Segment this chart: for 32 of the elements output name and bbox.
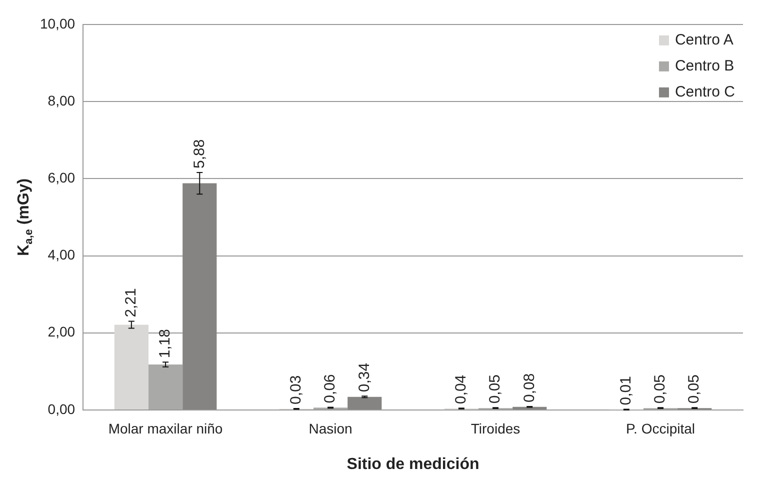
x-tick-label: Tiroides <box>470 420 520 436</box>
y-tick-label: 8,00 <box>48 92 76 108</box>
bar <box>114 324 148 410</box>
data-label: 0,08 <box>520 373 538 403</box>
data-label: 0,05 <box>486 374 504 404</box>
x-axis-title: Sitio de medición <box>346 456 480 473</box>
data-label: 0,34 <box>356 362 373 392</box>
legend-label: Centro B <box>674 58 734 75</box>
data-label: 0,03 <box>288 375 305 404</box>
x-tick-label: P. Occipital <box>626 420 696 436</box>
y-tick-label: 4,00 <box>48 246 76 263</box>
y-axis-title: Ka,e (mGy) <box>15 178 36 256</box>
bar <box>348 396 382 410</box>
data-label: 2,21 <box>122 288 140 318</box>
data-label: 0,05 <box>652 374 669 404</box>
data-label: 5,88 <box>190 139 208 168</box>
data-label: 1,18 <box>156 328 174 358</box>
bar <box>512 406 547 410</box>
y-tick-label: 10,00 <box>40 15 76 32</box>
data-label: 0,05 <box>686 374 703 404</box>
data-label: 0,06 <box>322 374 339 404</box>
x-tick-label: Nasion <box>308 420 352 436</box>
bar <box>182 183 217 410</box>
data-label: 0,01 <box>618 376 635 406</box>
y-tick-label: 6,00 <box>48 170 76 186</box>
y-tick-label: 0,00 <box>48 400 76 417</box>
x-tick-label: Molar maxilar niño <box>108 420 223 436</box>
y-tick-label: 2,00 <box>48 324 76 340</box>
data-label: 0,04 <box>452 374 470 404</box>
legend-label: Centro C <box>674 84 736 101</box>
legend-label: Centro A <box>674 32 734 49</box>
bar <box>148 364 183 410</box>
